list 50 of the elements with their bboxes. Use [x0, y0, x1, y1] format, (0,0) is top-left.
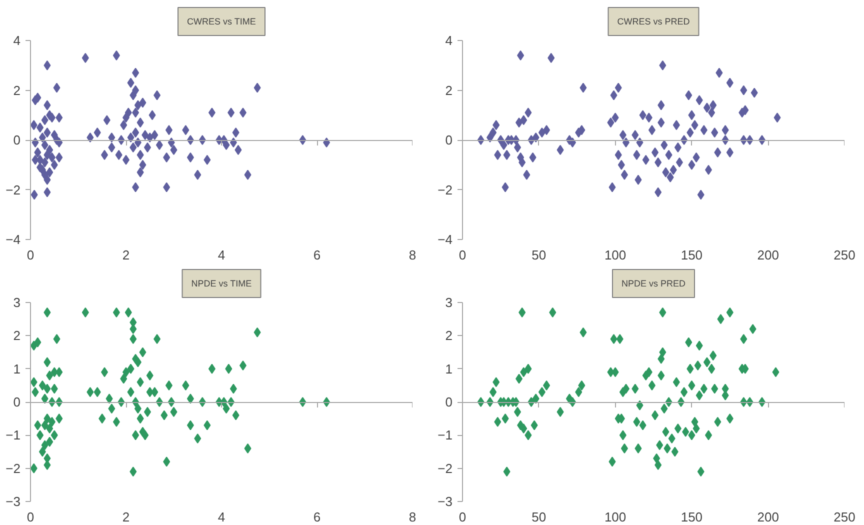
- chart-title: CWRES vs TIME: [187, 16, 256, 26]
- y-tick-label: −4: [6, 232, 21, 247]
- y-tick-label: 4: [445, 33, 453, 48]
- y-tick-label: −2: [438, 460, 453, 476]
- x-tick-label: 8: [408, 510, 416, 524]
- y-tick-label: −1: [438, 428, 453, 443]
- chart-title: NPDE vs PRED: [621, 278, 686, 288]
- x-tick-label: 150: [680, 248, 703, 262]
- x-tick-label: 2: [122, 248, 130, 262]
- y-tick-label: 3: [13, 295, 21, 310]
- x-tick-label: 50: [532, 248, 546, 262]
- y-tick-label: 4: [13, 33, 21, 48]
- y-tick-label: −1: [6, 428, 21, 443]
- x-tick-label: 4: [218, 248, 226, 262]
- y-tick-label: 0: [13, 394, 21, 410]
- x-tick-label: 200: [757, 510, 779, 524]
- y-tick-label: 0: [445, 394, 453, 410]
- y-tick-label: 2: [13, 328, 21, 344]
- y-tick-label: 2: [445, 82, 453, 98]
- x-tick-label: 6: [313, 248, 321, 262]
- x-tick-label: 0: [26, 510, 34, 524]
- y-tick-label: 2: [13, 82, 21, 98]
- y-tick-label: 0: [13, 132, 21, 148]
- x-tick-label: 6: [313, 510, 321, 524]
- x-tick-label: 50: [532, 510, 546, 524]
- chart-title: CWRES vs PRED: [617, 16, 690, 26]
- x-tick-label: 100: [604, 248, 626, 262]
- chart-title: NPDE vs TIME: [191, 278, 252, 288]
- y-tick-label: 2: [445, 328, 453, 344]
- y-tick-label: −2: [6, 182, 21, 198]
- x-tick-label: 250: [834, 248, 856, 262]
- x-tick-label: 8: [408, 248, 416, 262]
- y-tick-label: 1: [13, 361, 21, 376]
- y-tick-label: −2: [438, 182, 453, 198]
- x-tick-label: 2: [122, 510, 130, 524]
- x-tick-label: 0: [458, 248, 466, 262]
- y-tick-label: 3: [445, 295, 453, 310]
- x-tick-label: 0: [26, 248, 34, 262]
- y-tick-label: −4: [438, 232, 453, 247]
- x-tick-label: 250: [834, 510, 856, 524]
- y-tick-label: 1: [445, 361, 453, 376]
- y-tick-label: −2: [6, 460, 21, 476]
- x-tick-label: 200: [757, 248, 779, 262]
- x-tick-label: 100: [604, 510, 626, 524]
- y-tick-label: −3: [6, 494, 21, 509]
- x-tick-label: 4: [218, 510, 226, 524]
- y-tick-label: 0: [445, 132, 453, 148]
- x-tick-label: 0: [458, 510, 466, 524]
- x-tick-label: 150: [680, 510, 703, 524]
- y-tick-label: −3: [438, 494, 453, 509]
